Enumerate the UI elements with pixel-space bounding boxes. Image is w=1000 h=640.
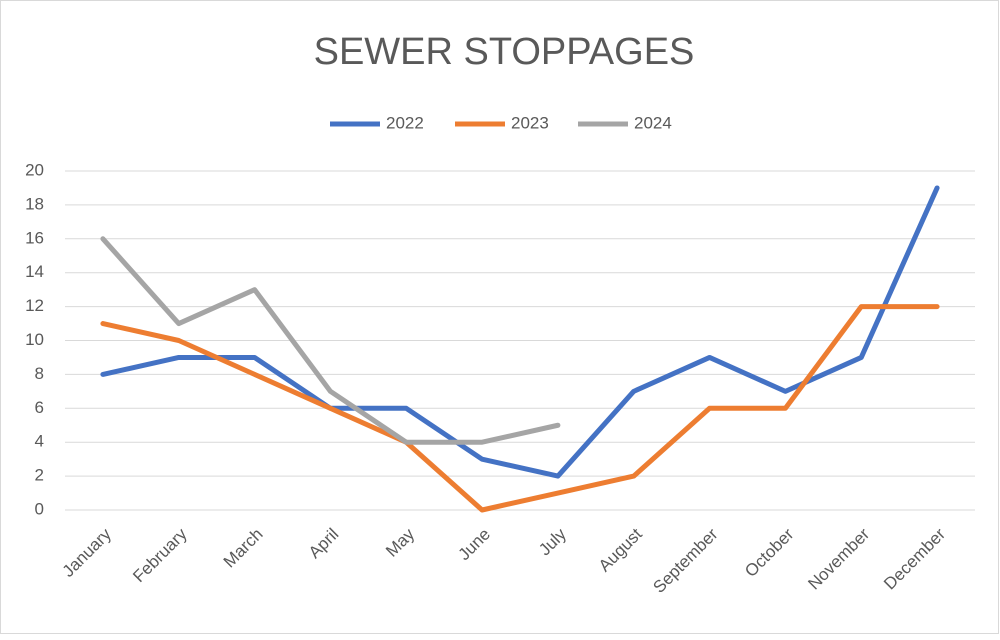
y-tick-label: 4: [35, 432, 44, 451]
legend-label: 2024: [634, 113, 672, 132]
y-tick-label: 8: [35, 364, 44, 383]
legend-label: 2023: [511, 113, 549, 132]
y-tick-label: 12: [25, 296, 44, 315]
chart-title: SEWER STOPPAGES: [314, 31, 695, 73]
y-tick-label: 14: [25, 262, 44, 281]
series-line: [100, 185, 940, 479]
series-line: [100, 236, 561, 445]
legend-label: 2022: [386, 113, 424, 132]
y-tick-label: 18: [25, 194, 44, 213]
y-tick-label: 6: [35, 398, 44, 417]
y-tick-label: 2: [35, 466, 44, 485]
y-tick-label: 0: [35, 499, 44, 518]
y-tick-label: 20: [25, 160, 44, 179]
y-tick-label: 10: [25, 330, 44, 349]
series-line: [100, 304, 940, 513]
y-tick-label: 16: [25, 228, 44, 247]
